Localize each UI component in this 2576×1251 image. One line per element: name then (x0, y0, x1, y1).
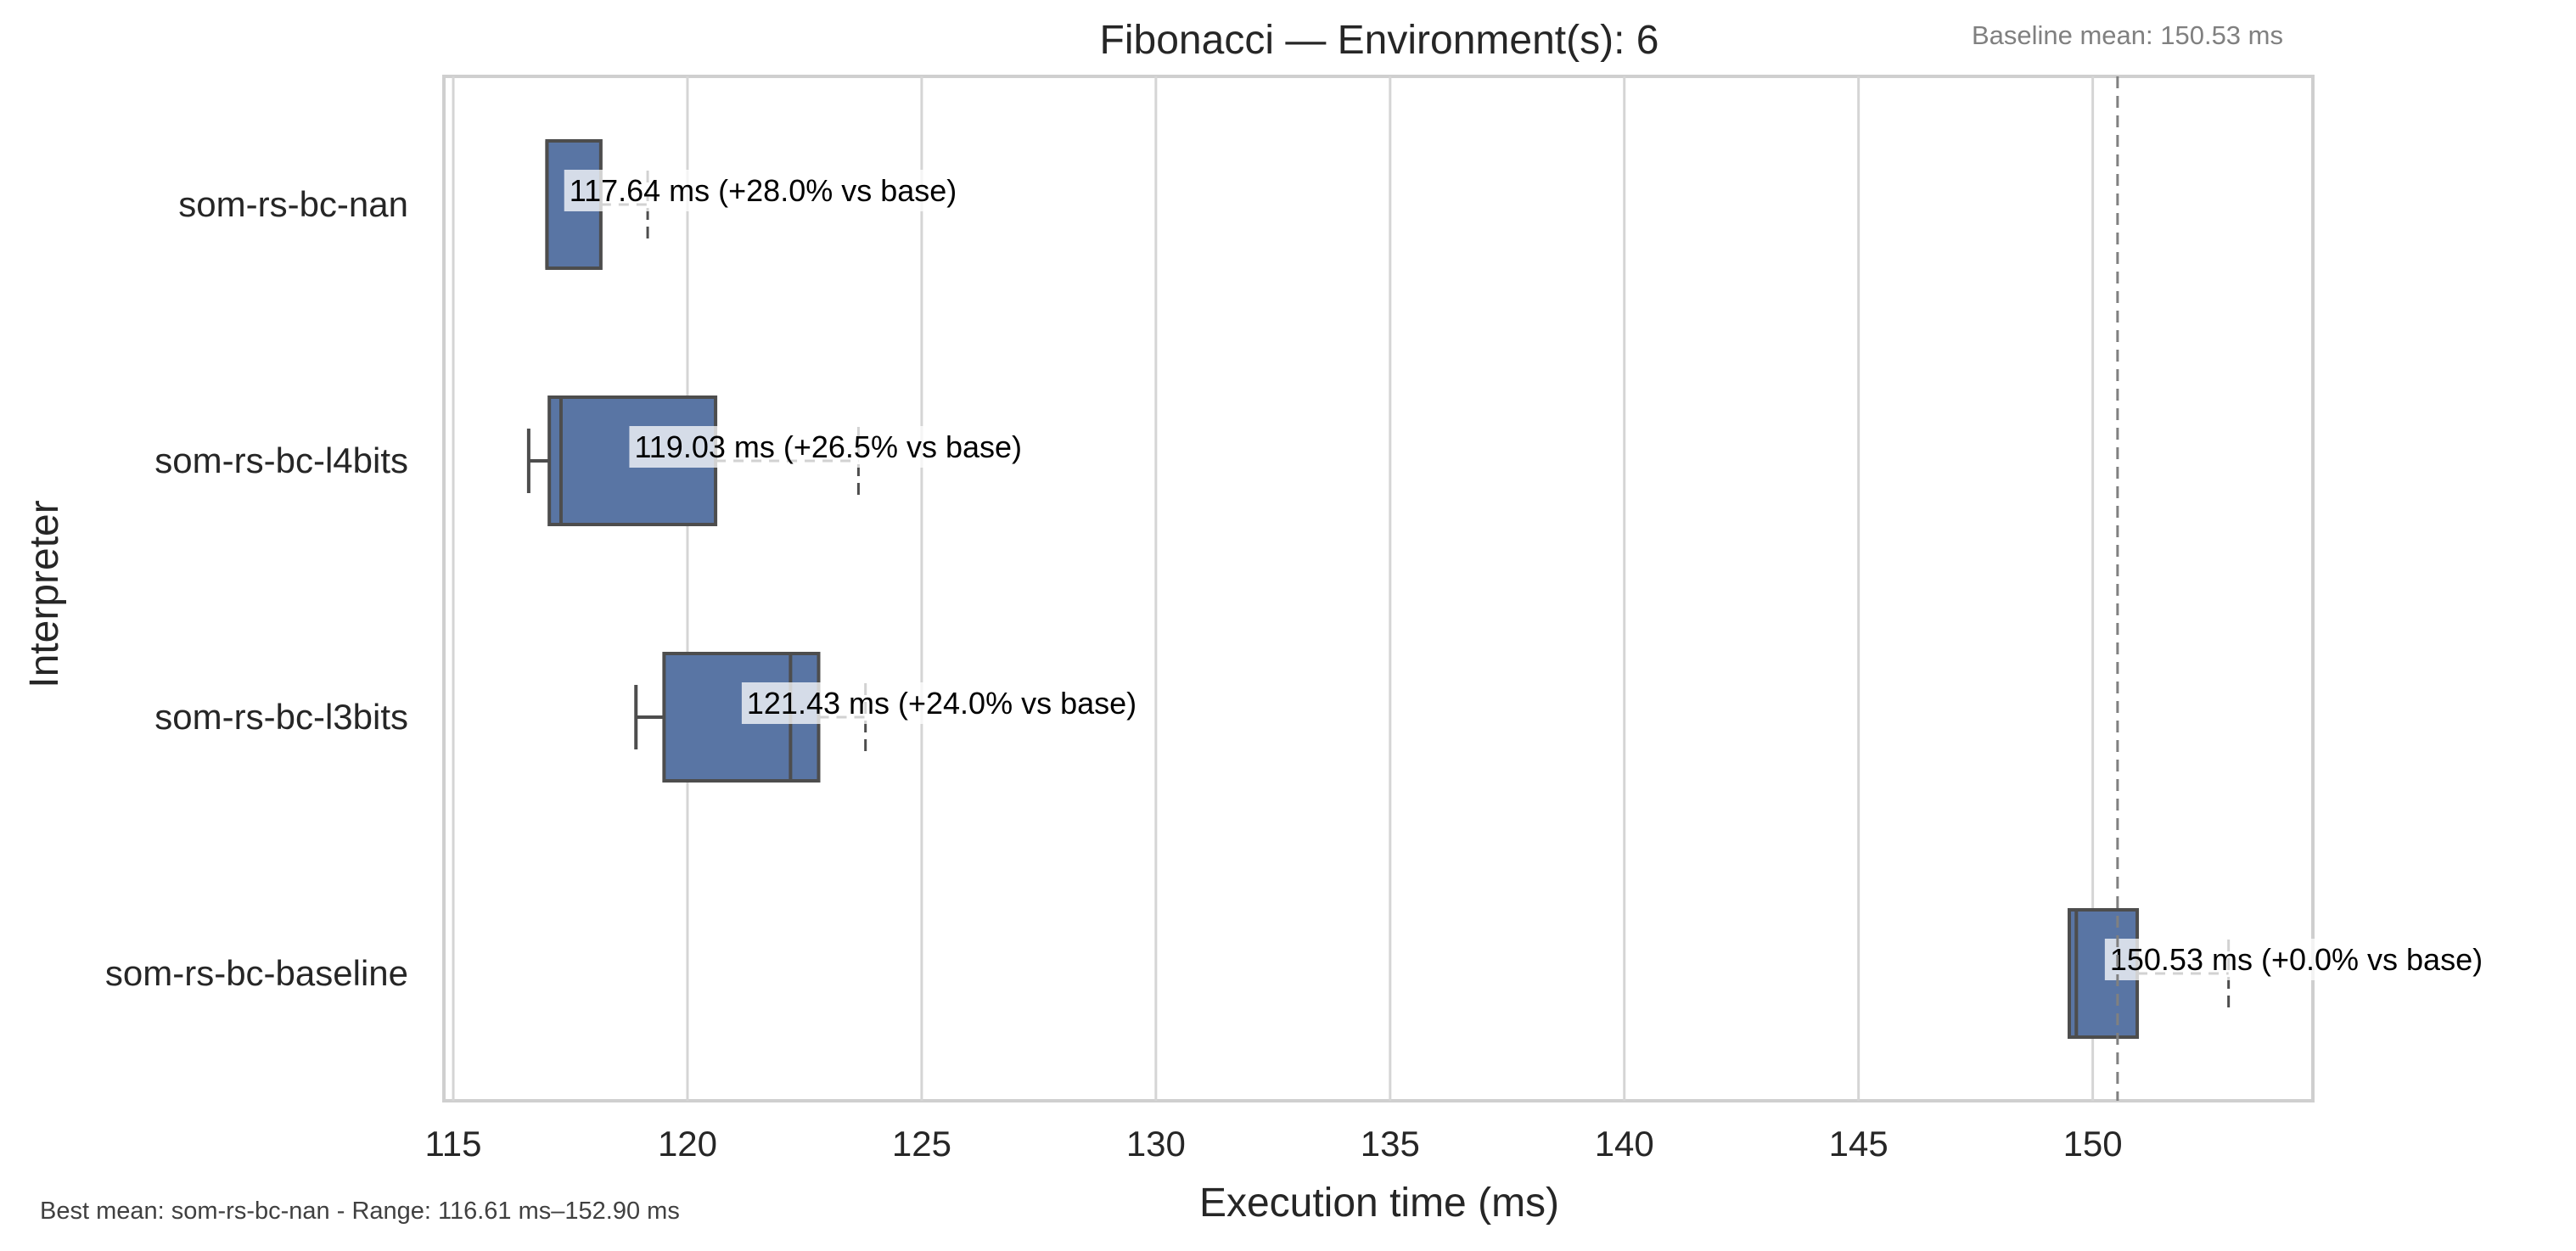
annotation-background (2104, 939, 2489, 980)
x-axis-title: Execution time (ms) (1199, 1181, 1559, 1226)
x-tick-label: 120 (658, 1124, 717, 1164)
annotations: 117.64 ms (+28.0% vs base) 119.03 ms (+26… (564, 170, 2489, 980)
x-tick-label: 145 (1829, 1124, 1889, 1164)
footer-note: Best mean: som-rs-bc-nan - Range: 116.61… (40, 1198, 680, 1225)
annotation-background (629, 426, 1028, 468)
mean-annotation: 117.64 ms (+28.0% vs base) (570, 173, 957, 208)
annotation-background (564, 170, 962, 211)
x-tick-label: 130 (1126, 1124, 1186, 1164)
mean-annotation: 121.43 ms (+24.0% vs base) (747, 686, 1136, 721)
annotation-background (741, 682, 1142, 724)
chart-title: Fibonacci — Environment(s): 6 (1100, 18, 1659, 63)
y-category-label: som-rs-bc-l4bits (154, 440, 408, 480)
x-tick-label: 135 (1361, 1124, 1420, 1164)
x-tick-label: 125 (892, 1124, 951, 1164)
y-category-labels: som-rs-bc-nan som-rs-bc-l4bits som-rs-bc-l… (105, 184, 408, 993)
x-tick-label: 115 (425, 1124, 482, 1164)
grid-lines (452, 76, 2095, 1101)
mean-annotation: 150.53 ms (+0.0% vs base) (2110, 942, 2483, 977)
x-tick-labels: 115 120 125 130 135 140 145 150 (425, 1124, 2123, 1164)
baseline-note: Baseline mean: 150.53 ms (1972, 20, 2283, 50)
plot-frame (442, 75, 2315, 1102)
y-category-label: som-rs-bc-baseline (105, 953, 408, 993)
x-tick-label: 140 (1595, 1124, 1654, 1164)
boxes (526, 139, 2231, 1039)
y-category-label: som-rs-bc-nan (178, 184, 408, 224)
y-axis-title: Interpreter (22, 500, 67, 687)
y-category-label: som-rs-bc-l3bits (154, 697, 408, 737)
x-tick-label: 150 (2063, 1124, 2123, 1164)
mean-annotation: 119.03 ms (+26.5% vs base) (634, 429, 1022, 464)
